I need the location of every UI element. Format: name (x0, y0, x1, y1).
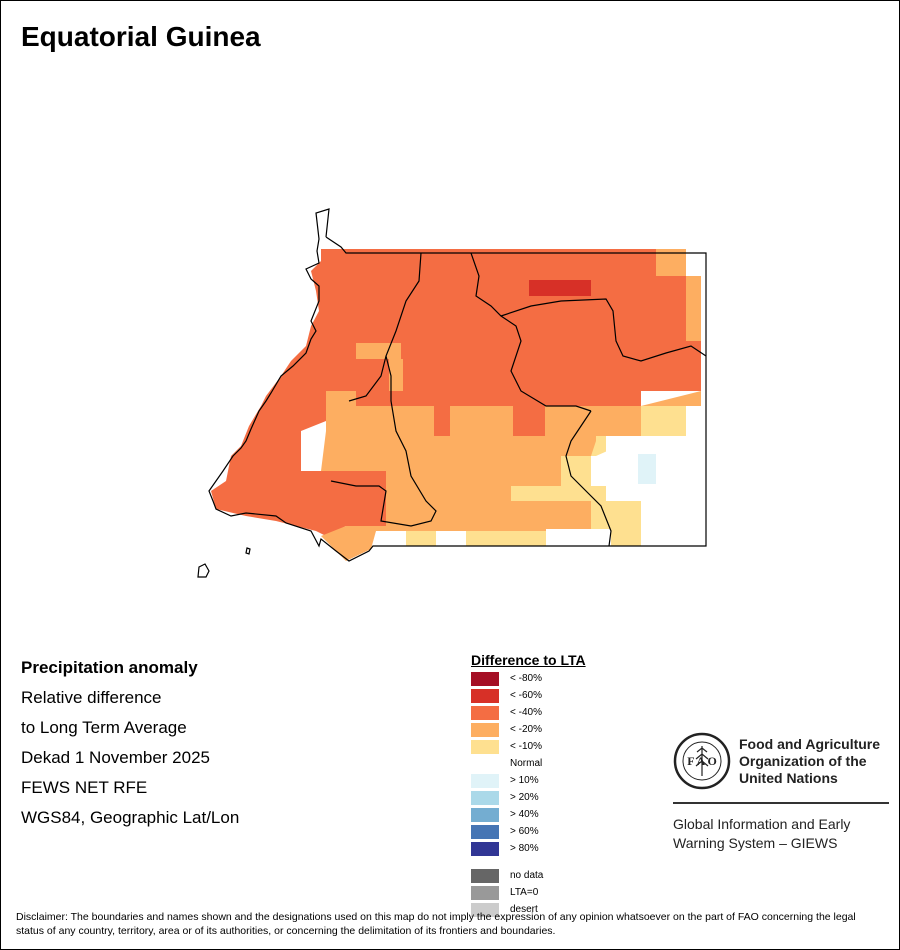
zone-normal (436, 531, 466, 546)
anomaly-map (197, 208, 707, 578)
fao-org-name: Food and Agriculture Organization of the… (739, 736, 880, 787)
legend-label: > 40% (510, 809, 539, 820)
info-line: Relative difference (21, 688, 162, 707)
logo-divider (673, 802, 889, 804)
legend-swatch (471, 842, 499, 856)
info-line: FEWS NET RFE (21, 778, 148, 797)
boundaries (208, 208, 707, 562)
legend-swatch (471, 723, 499, 737)
zone-below-10 (406, 531, 436, 546)
zone-below-40 (211, 249, 701, 536)
org-name-line: Organization of the (739, 753, 867, 769)
islands (197, 547, 251, 578)
disclaimer: Disclaimer: The boundaries and names sho… (16, 911, 856, 937)
province-boundary (348, 252, 422, 402)
zone-below-20 (686, 276, 701, 341)
legend-title: Difference to LTA (471, 652, 586, 668)
org-name-line: Food and Agriculture (739, 736, 881, 752)
legend-swatch (471, 825, 499, 839)
legend-swatch (471, 757, 499, 771)
map-title: Equatorial Guinea (21, 21, 261, 52)
legend-label: > 10% (510, 775, 539, 786)
info-line: Precipitation anomaly (21, 658, 198, 677)
zone-below-20 (321, 391, 701, 561)
legend-swatch (471, 886, 499, 900)
legend-label: Normal (510, 758, 543, 769)
anomaly-raster (211, 249, 706, 561)
info-line: Dekad 1 November 2025 (21, 748, 211, 767)
giews-name: Global Information and Early Warning Sys… (673, 815, 850, 853)
giews-line: Global Information and Early (673, 816, 851, 832)
legend-label: < -20% (510, 724, 542, 735)
org-name-line: United Nations (739, 770, 838, 786)
legend-label: LTA=0 (510, 887, 539, 898)
province-boundary (500, 298, 707, 362)
zone-below-40 (513, 406, 545, 436)
legend-label: desert (510, 904, 538, 915)
province-boundary (330, 355, 437, 527)
map-info: Precipitation anomaly Relative differenc… (21, 657, 239, 837)
legend-label: < -80% (510, 673, 542, 684)
legend-swatch (471, 808, 499, 822)
legend-swatch (471, 740, 499, 754)
legend-label: > 60% (510, 826, 539, 837)
info-line: to Long Term Average (21, 718, 187, 737)
legend-label: < -40% (510, 707, 542, 718)
legend-label: > 20% (510, 792, 539, 803)
national-border (208, 208, 707, 562)
province-boundary (565, 410, 612, 547)
legend-swatch (471, 706, 499, 720)
legend: Difference to LTA < -80% < -60% < -40% < -2… (471, 652, 586, 922)
zone-above-10 (638, 454, 656, 484)
island (197, 563, 210, 578)
legend-label: < -60% (510, 690, 542, 701)
zone-normal (591, 436, 706, 546)
info-line: WGS84, Geographic Lat/Lon (21, 808, 240, 827)
province-boundary (470, 252, 592, 412)
fao-seal-icon: F A O (673, 732, 731, 790)
legend-swatch (471, 791, 499, 805)
legend-swatch (471, 774, 499, 788)
island (245, 547, 251, 555)
zone-below-40 (434, 406, 450, 436)
legend-label: > 80% (510, 843, 539, 854)
giews-line: Warning System – GIEWS (673, 835, 838, 851)
legend-swatch (471, 689, 499, 703)
zone-below-20 (356, 343, 401, 359)
legend-swatch (471, 672, 499, 686)
zone-below-60 (529, 280, 591, 296)
zone-below-10 (466, 531, 546, 546)
legend-swatch (471, 869, 499, 883)
legend-label: < -10% (510, 741, 542, 752)
legend-label: no data (510, 870, 544, 881)
legend-swatch (471, 903, 499, 917)
zone-below-10 (611, 501, 639, 546)
zone-below-20 (389, 359, 403, 391)
zone-below-10 (656, 406, 686, 436)
